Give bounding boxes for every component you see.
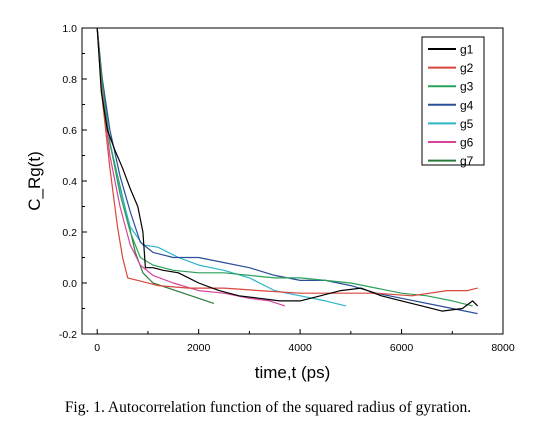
y-tick-label: 0.8 [62,74,77,86]
series-line-g1 [96,27,479,312]
legend: g1 g2 g3 g4 g5 g6 g7 [421,36,485,168]
y-tick-label: -0.2 [59,329,77,341]
y-tick-label: 1.0 [62,23,77,35]
x-tick-label: 0 [94,342,100,354]
legend-label-g7: g7 [460,154,474,168]
series-line-g2 [96,27,478,297]
y-tick-label: 0.0 [62,278,77,290]
x-tick-label: 8000 [491,342,515,354]
series-line-g4 [96,27,478,315]
figure-caption: Fig. 1. Autocorrelation function of the … [64,399,472,416]
legend-label-g1: g1 [460,43,474,57]
x-tick-label: 4000 [288,342,312,354]
series-lines [96,27,479,315]
legend-label-g2: g2 [460,61,474,75]
chart: 0 2000 4000 6000 80001.00.80.60.40.20.0-0.2 … [25,23,515,382]
series-line-g5 [96,27,346,307]
x-tick-label: 6000 [390,342,414,354]
x-tick-label: 2000 [187,342,211,354]
x-axis-title: time,t (ps) [255,363,331,382]
y-tick-label: 0.2 [62,227,77,239]
legend-label-g6: g6 [460,136,474,150]
legend-label-g3: g3 [460,80,474,94]
legend-label-g4: g4 [460,98,474,112]
series-line-g3 [96,27,473,307]
y-tick-label: 0.6 [62,125,77,137]
legend-box [421,36,485,166]
axis-ticks: 0 2000 4000 6000 8000 1.0 0.8 0.6 0.4 0.2 0.0 -0.2 [59,23,515,354]
y-tick-label: 0.4 [62,176,77,188]
legend-label-g5: g5 [460,117,474,131]
y-axis-title: C_Rg(t) [25,151,44,211]
series-line-g6 [96,27,286,307]
